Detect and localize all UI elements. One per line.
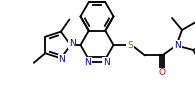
Text: N: N xyxy=(58,55,65,64)
Text: N: N xyxy=(174,41,181,50)
Text: S: S xyxy=(127,40,133,49)
Text: N: N xyxy=(84,58,91,67)
Text: N: N xyxy=(69,40,75,49)
Text: N: N xyxy=(103,58,110,67)
Text: O: O xyxy=(159,68,166,77)
